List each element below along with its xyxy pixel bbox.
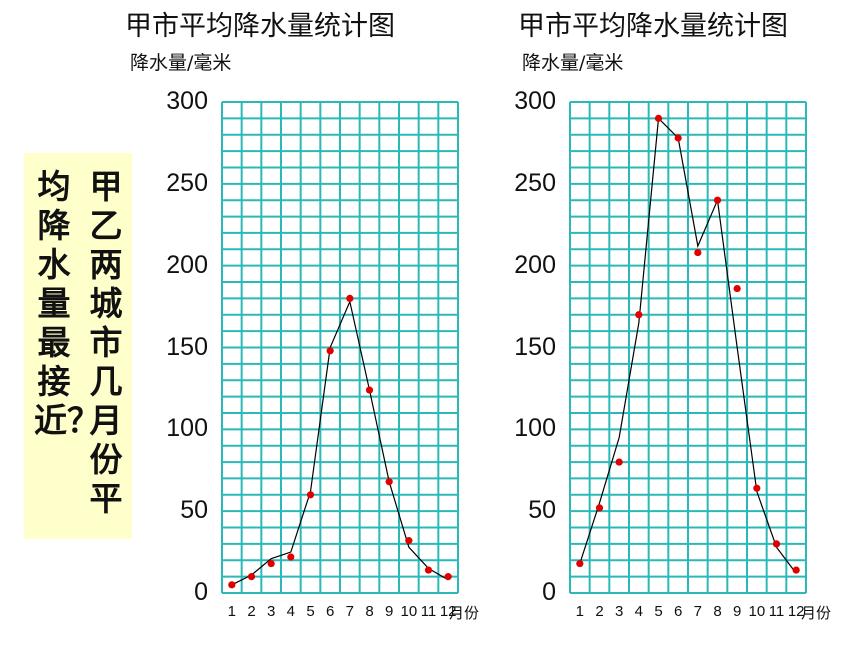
- y-tick-label: 100: [514, 414, 556, 443]
- y-tick-label: 100: [166, 414, 208, 443]
- question-box: 甲乙两城市几月份平 均降水量最接近？: [24, 153, 132, 539]
- x-tick-label: 7: [693, 603, 702, 620]
- data-point: [365, 386, 374, 394]
- question-text-col1: 甲乙两城市几月份平: [89, 167, 123, 518]
- x-tick-label: 6: [673, 603, 683, 620]
- x-tick-label: 2: [247, 603, 256, 620]
- x-tick-label: 12: [439, 603, 457, 620]
- x-tick-label: 11: [420, 603, 437, 620]
- data-point: [247, 573, 256, 581]
- x-axis-label: 月份: [801, 604, 832, 622]
- x-tick-label: 4: [286, 603, 295, 620]
- y-tick-label: 50: [528, 496, 556, 525]
- data-point: [228, 581, 236, 589]
- y-axis-label: 降水量/毫米: [522, 52, 624, 74]
- x-tick-label: 5: [306, 603, 315, 620]
- data-point: [733, 284, 741, 293]
- grid-lines: [221, 101, 459, 594]
- y-axis-label: 降水量/毫米: [130, 52, 232, 74]
- x-tick-label: 3: [266, 603, 276, 620]
- y-tick-label: 300: [514, 87, 556, 115]
- y-tick-label: 150: [166, 332, 208, 361]
- y-tick-label: 200: [166, 250, 208, 279]
- data-point: [346, 294, 354, 302]
- data-point: [615, 458, 623, 466]
- data-point: [405, 537, 413, 545]
- x-tick-label: 6: [325, 603, 335, 620]
- data-point: [674, 134, 682, 142]
- data-point: [753, 484, 761, 492]
- x-tick-label: 11: [768, 603, 785, 620]
- data-point: [326, 347, 334, 355]
- x-tick-label: 8: [365, 603, 374, 620]
- y-tick-label: 250: [514, 168, 556, 197]
- x-tick-label: 4: [634, 603, 643, 620]
- y-tick-label: 0: [542, 578, 556, 606]
- chart-title: 甲市平均降水量统计图: [125, 11, 395, 42]
- data-point: [267, 559, 275, 568]
- data-point: [287, 553, 295, 561]
- x-tick-label: 1: [227, 603, 236, 620]
- x-tick-label: 5: [654, 603, 663, 620]
- data-point: [792, 566, 800, 574]
- y-tick-label: 0: [194, 578, 208, 606]
- x-tick-label: 9: [732, 603, 742, 620]
- x-tick-label: 10: [400, 603, 418, 620]
- series-line: [579, 117, 797, 574]
- x-tick-label: 7: [345, 603, 354, 620]
- series-line: [231, 299, 449, 586]
- data-point: [694, 248, 702, 257]
- grid-lines: [569, 101, 807, 594]
- y-tick-label: 150: [514, 332, 556, 361]
- chart-title: 甲市平均降水量统计图: [518, 11, 788, 42]
- data-point: [713, 196, 722, 204]
- x-tick-label: 12: [787, 603, 805, 620]
- data-point: [772, 540, 781, 548]
- data-point: [424, 566, 433, 574]
- x-tick-label: 2: [595, 603, 604, 620]
- x-axis-label: 月份: [449, 604, 480, 622]
- y-tick-label: 50: [180, 496, 208, 525]
- data-point: [635, 311, 643, 319]
- data-point: [576, 559, 584, 568]
- data-point: [654, 114, 663, 122]
- x-tick-label: 1: [575, 603, 584, 620]
- data-point: [444, 573, 452, 581]
- data-point: [595, 504, 604, 512]
- data-point: [306, 491, 315, 499]
- x-tick-label: 9: [384, 603, 394, 620]
- y-tick-label: 200: [514, 250, 556, 279]
- y-tick-label: 250: [166, 168, 208, 197]
- x-tick-label: 8: [713, 603, 722, 620]
- data-point: [385, 478, 393, 486]
- y-tick-label: 300: [166, 87, 208, 115]
- x-tick-label: 10: [748, 603, 766, 620]
- x-tick-label: 3: [614, 603, 624, 620]
